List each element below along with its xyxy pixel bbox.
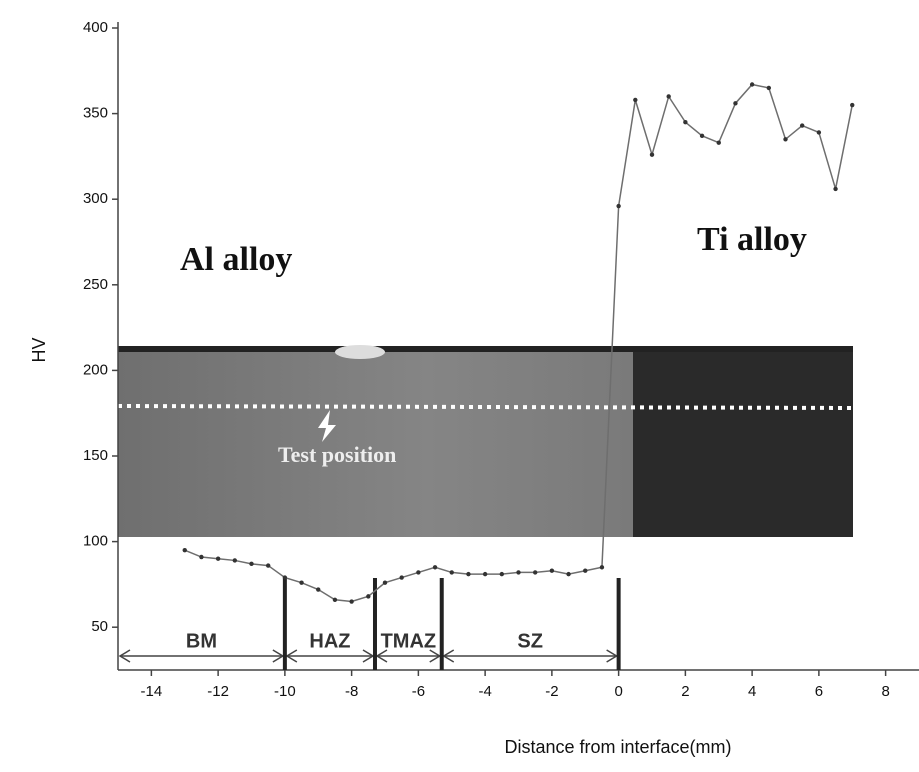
data-point — [432, 565, 438, 570]
x-tick-label: -12 — [207, 683, 229, 700]
data-point — [399, 575, 404, 580]
y-tick-label: 300 — [83, 190, 108, 207]
ti-section — [633, 348, 853, 537]
y-tick-label: 50 — [91, 618, 108, 635]
x-tick-label: 4 — [748, 683, 756, 700]
annotation: Ti alloy — [697, 221, 807, 258]
x-tick-label: -10 — [274, 683, 296, 700]
weld-mark — [335, 345, 385, 359]
y-tick-label: 100 — [83, 533, 108, 550]
data-point — [683, 119, 688, 125]
data-point — [599, 565, 605, 570]
data-point — [616, 203, 621, 209]
data-point — [699, 133, 705, 139]
data-point — [516, 570, 521, 575]
annotation: Test position — [278, 442, 396, 467]
data-point — [783, 137, 788, 142]
data-point — [316, 587, 321, 592]
data-point — [733, 101, 738, 106]
y-tick-label: 250 — [83, 276, 108, 293]
x-tick-label: 0 — [614, 683, 622, 700]
x-tick-label: -14 — [141, 683, 163, 700]
y-tick-label: 400 — [83, 19, 108, 36]
al-section — [118, 348, 633, 537]
data-point — [649, 152, 655, 157]
y-tick-label: 150 — [83, 447, 108, 464]
zone-label: HAZ — [309, 630, 350, 652]
annotation: Al alloy — [180, 241, 292, 278]
test-arrow — [318, 410, 336, 442]
data-point — [633, 97, 638, 103]
data-point — [833, 186, 838, 192]
data-point — [366, 594, 371, 599]
data-point — [449, 570, 454, 575]
data-point — [232, 558, 238, 563]
data-point — [332, 597, 338, 603]
zone-label: TMAZ — [381, 630, 437, 652]
data-point — [249, 561, 254, 567]
data-point — [799, 123, 805, 128]
data-point — [583, 568, 588, 573]
zone-label: BM — [186, 630, 217, 652]
x-tick-label: -8 — [345, 683, 358, 700]
data-point — [215, 556, 221, 561]
data-point — [716, 140, 721, 145]
data-point — [499, 571, 505, 577]
zone-label: SZ — [517, 630, 543, 652]
data-point — [199, 554, 204, 560]
data-point — [482, 571, 488, 577]
data-point — [816, 130, 822, 135]
data-point — [666, 94, 671, 99]
x-tick-label: -2 — [545, 683, 558, 700]
x-tick-label: 8 — [881, 683, 889, 700]
micrograph: Test position — [117, 345, 854, 537]
top-edge — [118, 346, 853, 352]
data-point — [466, 571, 471, 577]
data-point — [265, 563, 271, 568]
data-point — [282, 575, 288, 580]
data-point — [566, 571, 571, 577]
y-tick-label: 200 — [83, 361, 108, 378]
data-point — [416, 570, 421, 575]
data-point — [299, 580, 304, 585]
y-tick-label: 350 — [83, 105, 108, 122]
data-point — [382, 580, 388, 585]
data-point — [182, 547, 187, 553]
data-point — [749, 82, 755, 87]
test-line — [117, 404, 854, 410]
data-point — [532, 570, 538, 575]
data-point — [766, 85, 772, 91]
x-tick-label: -6 — [412, 683, 425, 700]
data-point — [549, 568, 555, 573]
x-tick-label: 6 — [815, 683, 823, 700]
data-point — [349, 599, 354, 604]
x-axis-label: Distance from interface(mm) — [504, 737, 731, 757]
data-point — [850, 102, 855, 108]
y-axis-label: HV — [29, 337, 49, 362]
x-tick-label: -4 — [478, 683, 491, 700]
x-tick-label: 2 — [681, 683, 689, 700]
